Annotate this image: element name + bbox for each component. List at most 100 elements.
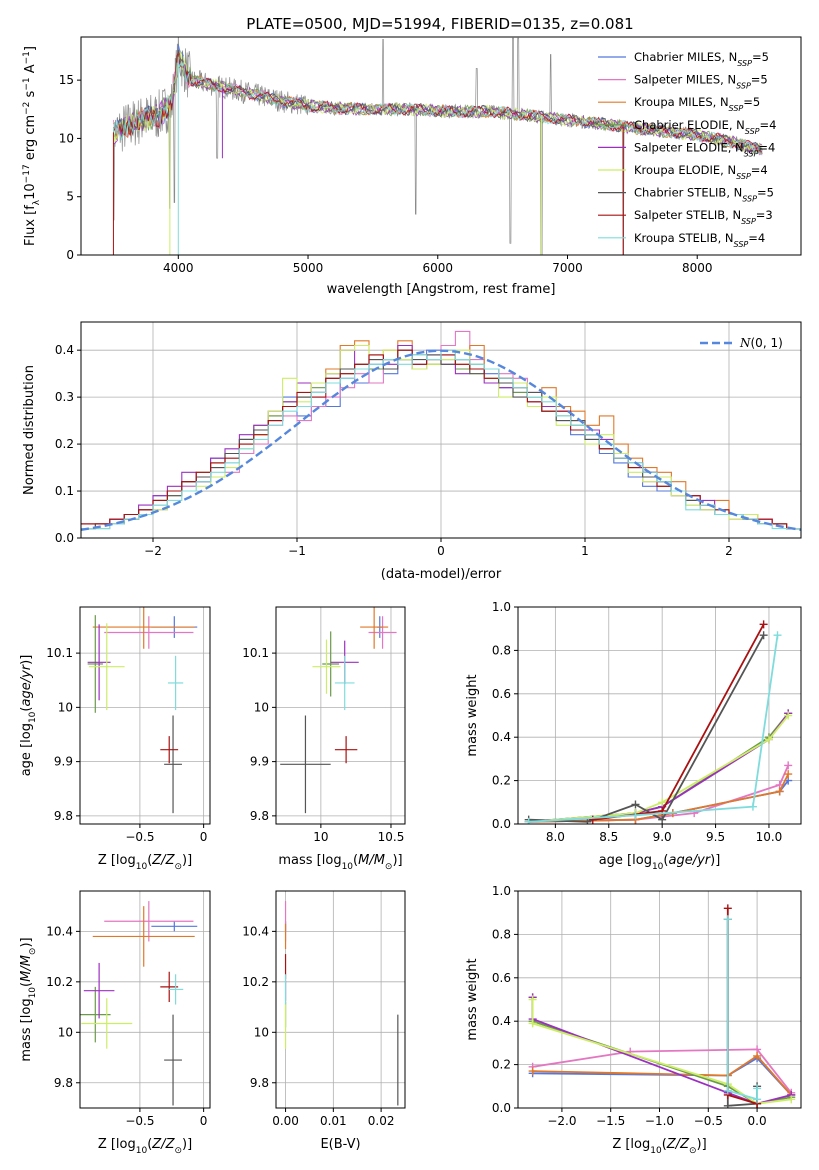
y-tick-label: 0.4 [492,1014,511,1028]
mass-weight-marker [528,1019,537,1028]
x-tick-label: 8000 [682,261,713,275]
mass-weight-marker [784,761,793,770]
mass-weight-line [726,919,758,1101]
legend-label: Chabrier STELIB, NSSP=5 [634,186,774,204]
x-tick-label: 1 [581,544,589,558]
plot-area [528,904,796,1108]
y-tick-label: 5 [66,190,74,204]
mass-weight-marker [723,1086,732,1095]
plot-area [280,607,397,814]
mass-weight-line [726,908,758,1105]
mass-weight-marker [588,815,597,824]
legend-label: Salpeter STELIB, NSSP=3 [634,208,773,226]
mass-weight-marker [753,1095,762,1104]
x-tick-label: 2 [725,544,733,558]
legend-label: Salpeter ELODIE, NSSP=4 [634,140,775,158]
y-tick-label: 9.9 [54,755,73,769]
y-tick-label: 9.8 [250,809,269,823]
x-tick-label: 0.0 [748,1114,767,1128]
y-axis-label: Normed distribution [22,365,37,495]
plot-area [284,901,399,1106]
legend-label: Chabrier MILES, NSSP=5 [634,50,769,68]
mass-weight-line [532,1054,792,1096]
mass-weight-marker [759,631,768,640]
x-tick-label: 10.5 [378,830,405,844]
mass-weight-marker [764,735,773,744]
x-axis-label: mass [log10(M/M⊙)] [278,853,402,872]
y-tick-label: 10.2 [242,975,269,989]
mass-weight-marker [748,802,757,811]
x-tick-label: 0.00 [272,1114,299,1128]
mass-weight-marker [775,787,784,796]
mass-weight-marker [759,620,768,629]
mass-weight-marker [753,1084,762,1093]
residual-histogram-panel: −2 −1 0 1 2 0.0 0.1 0.2 0.3 0.4 N(0, 1) (data-model… [22,321,802,582]
y-tick-label: 0 [66,248,74,262]
axes-frame [517,890,802,1109]
mass-weight-line [528,634,765,823]
mass-weight-marker [658,815,667,824]
y-tick-label: 0.4 [492,730,511,744]
y-tick-label: 10 [254,700,269,714]
y-tick-label: 0.0 [492,817,511,831]
x-tick-label: 9.0 [653,830,672,844]
legend-label: Kroupa STELIB, NSSP=4 [634,231,765,249]
axes-frame [275,606,406,825]
y-axis-label: mass [log10(M/M⊙)] [19,937,38,1061]
x-axis-label: Z [log10(Z/Z⊙)] [612,1137,706,1156]
x-tick-label: −1 [288,544,306,558]
histogram-step-line [81,349,801,530]
x-tick-label: 10.0 [756,830,783,844]
mass-weight-line [532,1048,792,1094]
x-tick-label: 0 [200,1114,208,1128]
x-tick-label: 0.01 [320,1114,347,1128]
legend-label: Kroupa ELODIE, NSSP=4 [634,163,768,181]
mass-weight-marker [773,631,782,640]
x-tick-label: 0 [200,830,208,844]
massweight-vs-metallicity-panel: −2.0 −1.5 −1.0 −0.5 0.0 0.0 0.2 0.4 0.6 0.8 1.0 Z [… [465,884,802,1156]
age-vs-mass-panel: 10 10.5 9.8 9.9 10 10.1 mass [log10(M/M⊙)] [242,606,406,872]
legend-label: Chabrier ELODIE, NSSP=4 [634,118,776,136]
x-axis-label: wavelength [Angstrom, rest frame] [327,282,556,297]
x-axis-label: (data-model)/error [381,567,502,582]
y-axis-label: Flux [fλ10−17 erg cm−2 s−1 A−1] [22,46,42,246]
mass-weight-marker [723,1101,732,1108]
mass-vs-metallicity-panel: −0.5 0 9.8 10 10.2 10.4 Z [log10(Z/Z⊙)] mass [l… [19,890,211,1156]
y-tick-label: 15 [59,73,74,87]
mass-weight-marker [658,798,667,807]
mass-weight-line [528,773,790,823]
plot-area [80,901,198,1106]
y-tick-label: 10.4 [242,924,269,938]
mass-weight-marker [784,711,793,720]
x-axis-label: E(B-V) [320,1137,360,1152]
massweight-vs-age-panel: 8.0 8.5 9.0 9.5 10.0 0.0 0.2 0.4 0.6 0.8 1.0 age [l… [465,600,802,872]
axes-frame [79,890,211,1109]
y-tick-label: 0.1 [55,484,74,498]
y-tick-label: 10.1 [46,646,73,660]
y-tick-label: 0.2 [55,437,74,451]
plot-area [81,330,801,531]
y-tick-label: 0.8 [492,927,511,941]
y-tick-label: 9.8 [250,1076,269,1090]
y-tick-label: 1.0 [492,884,511,898]
y-tick-label: 10.1 [242,646,269,660]
gaussian-reference-curve [81,349,801,531]
x-tick-label: 0 [437,544,445,558]
x-tick-label: −2.0 [547,1114,576,1128]
y-tick-label: 0.8 [492,643,511,657]
x-tick-label: −0.5 [125,1114,154,1128]
mass-weight-marker [528,995,537,1004]
y-tick-label: 0.0 [55,531,74,545]
x-tick-label: 4000 [163,261,194,275]
mass-weight-marker [631,800,640,809]
x-tick-label: 7000 [552,261,583,275]
x-axis-label: Z [log10(Z/Z⊙)] [98,853,192,872]
mass-weight-marker [631,811,640,820]
mass-weight-marker [723,904,732,913]
y-tick-label: 10.4 [46,924,73,938]
model-spectrum-line [112,61,763,156]
axes-frame [275,890,406,1109]
y-tick-label: 0.2 [492,1058,511,1072]
figure-title: PLATE=0500, MJD=51994, FIBERID=0135, z=0… [246,15,633,33]
legend-label: Salpeter MILES, NSSP=5 [634,73,768,91]
